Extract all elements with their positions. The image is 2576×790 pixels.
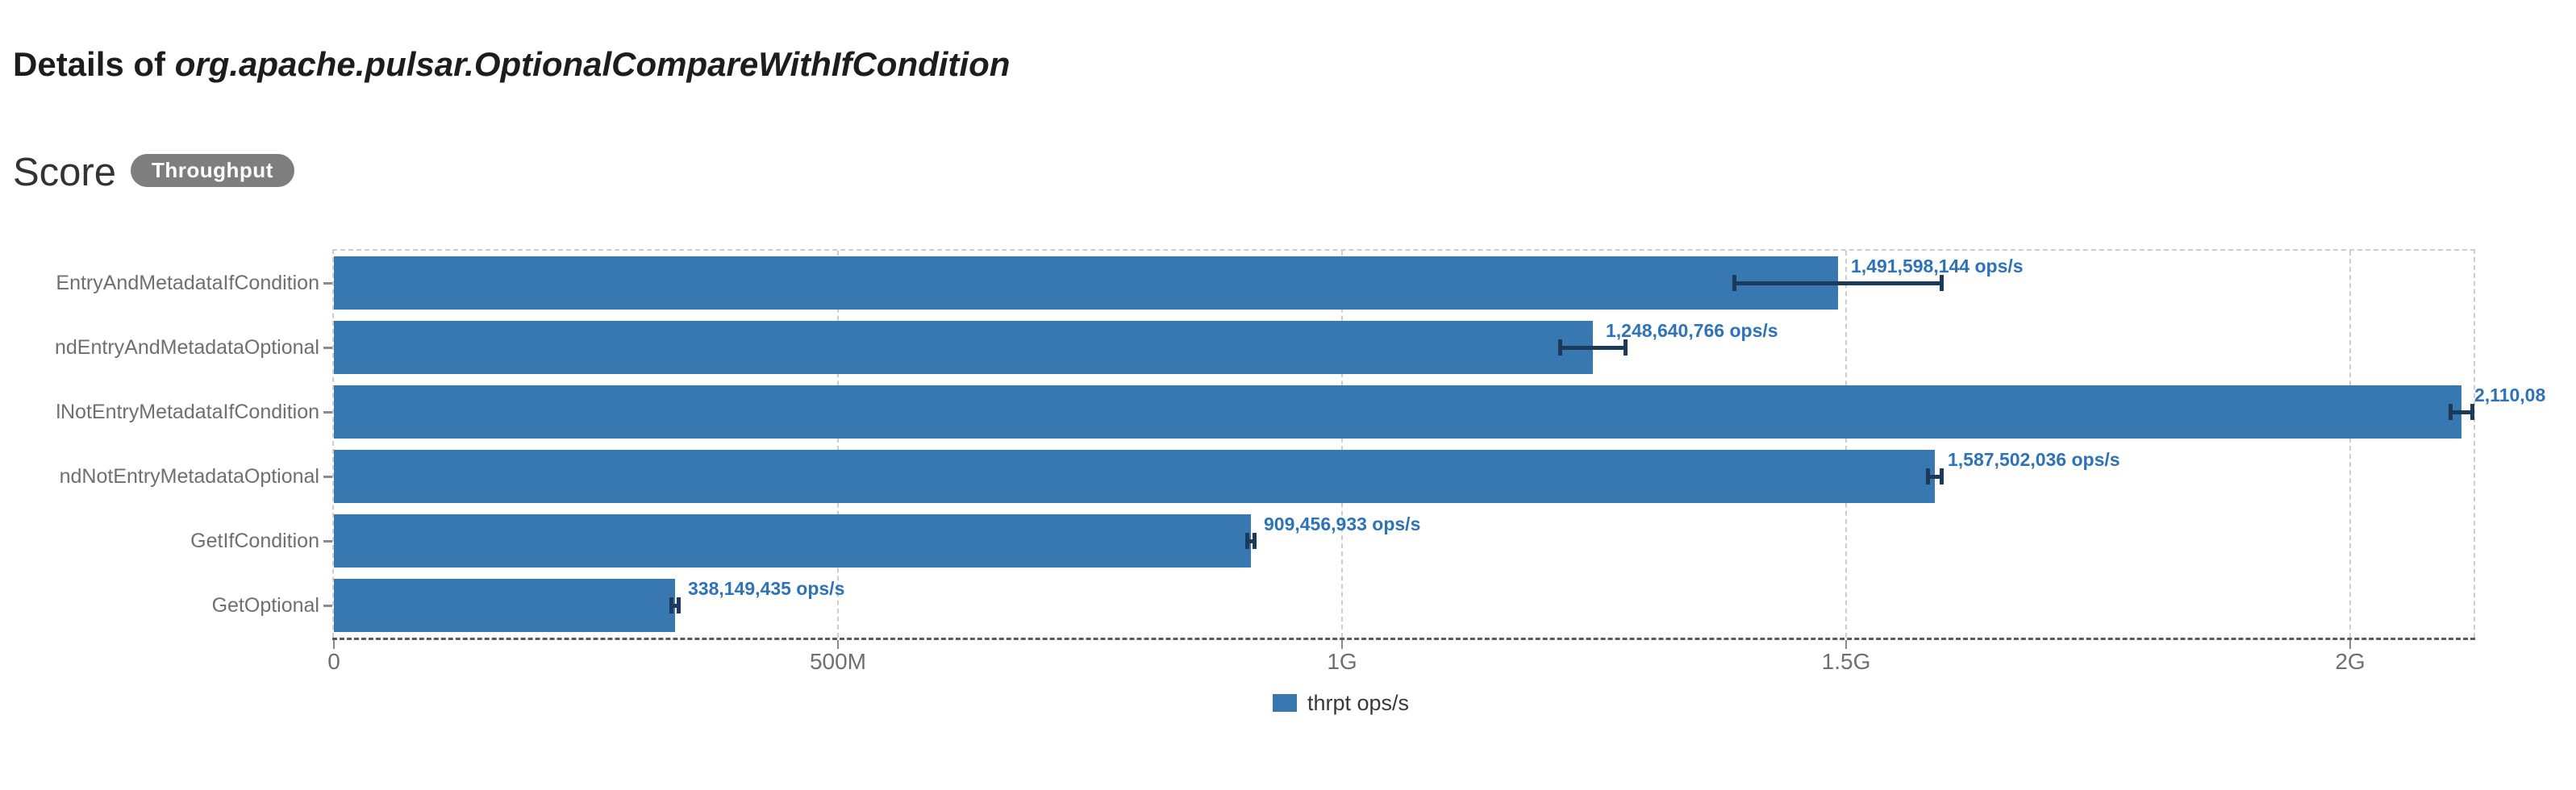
grid-line [1845, 251, 1847, 638]
error-bar-cap [1253, 533, 1257, 549]
error-bar-line [1560, 346, 1626, 350]
plot-area [332, 249, 2475, 640]
error-bar-cap [2449, 404, 2453, 420]
throughput-badge: Throughput [131, 154, 294, 187]
y-axis-tick [323, 282, 332, 285]
bar-value-label: 1,587,502,036 ops/s [1948, 449, 2120, 470]
bar[interactable] [334, 514, 1251, 568]
plot-border-top [332, 249, 2475, 251]
score-heading: Score [13, 151, 117, 194]
grid-line [837, 251, 839, 638]
bar[interactable] [334, 450, 1935, 503]
error-bar-cap [1732, 275, 1736, 291]
bar-value-label: 338,149,435 ops/s [688, 578, 845, 599]
x-axis-tick [333, 640, 335, 649]
y-axis-label: ndNotEntryMetadataOptional [59, 465, 319, 488]
bar-value-label: 909,456,933 ops/s [1264, 514, 1421, 534]
x-axis-tick-label: 500M [809, 649, 867, 674]
error-bar-cap [669, 597, 673, 613]
error-bar-cap [1245, 533, 1249, 549]
y-axis-label: lNotEntryMetadataIfCondition [56, 401, 319, 423]
grid-line [2349, 251, 2351, 638]
legend-label: thrpt ops/s [1307, 691, 1410, 715]
error-bar-cap [1926, 468, 1930, 484]
x-axis-tick-label: 2G [2335, 649, 2366, 674]
bar-value-label: 2,110,08 [2474, 385, 2546, 405]
y-axis-tick [323, 540, 332, 543]
benchmark-class-name: org.apache.pulsar.OptionalCompareWithIfC… [174, 45, 1011, 84]
error-bar-cap [677, 597, 681, 613]
error-bar-line [1928, 475, 1942, 479]
bar-value-label: 1,248,640,766 ops/s [1606, 320, 1778, 341]
bar-value-label: 1,491,598,144 ops/s [1851, 256, 2024, 276]
bar[interactable] [334, 256, 1838, 310]
x-axis-line [332, 638, 2475, 640]
y-axis-tick [323, 347, 332, 349]
error-bar-cap [1940, 275, 1944, 291]
error-bar-line [2450, 410, 2473, 414]
page-title-prefix: Details of [13, 45, 175, 84]
chart-legend-item[interactable]: thrpt ops/s [1273, 687, 1409, 719]
bar[interactable] [334, 321, 1593, 374]
y-axis-label: EntryAndMetadataIfCondition [56, 272, 319, 294]
x-axis-tick-label: 0 [327, 649, 340, 674]
x-axis-tick [1845, 640, 1847, 649]
x-axis-tick [1341, 640, 1343, 649]
x-axis-tick [837, 640, 839, 649]
y-axis-label: ndEntryAndMetadataOptional [55, 336, 319, 359]
error-bar-cap [1558, 339, 1562, 356]
y-axis-tick [323, 476, 332, 478]
score-header: Score Throughput [13, 150, 294, 195]
bar[interactable] [334, 579, 675, 632]
legend-swatch [1273, 694, 1297, 712]
y-axis-tick [323, 605, 332, 607]
x-axis-tick-label: 1G [1327, 649, 1357, 674]
plot-border-right [2474, 249, 2475, 638]
grid-line [1341, 251, 1343, 638]
error-bar-line [1247, 539, 1255, 543]
error-bar-line [671, 604, 679, 608]
error-bar-line [1734, 281, 1942, 285]
bar[interactable] [334, 385, 2461, 439]
y-axis-tick [323, 411, 332, 414]
y-axis-label: GetOptional [211, 594, 319, 617]
x-axis-tick-label: 1.5G [1821, 649, 1871, 674]
x-axis-tick [2349, 640, 2351, 649]
y-axis-label: GetIfCondition [190, 530, 319, 552]
error-bar-cap [1940, 468, 1944, 484]
error-bar-cap [2470, 404, 2474, 420]
plot-border-left [332, 249, 334, 638]
error-bar-cap [1624, 339, 1628, 356]
page-title: Details of org.apache.pulsar.OptionalCom… [13, 44, 1010, 85]
